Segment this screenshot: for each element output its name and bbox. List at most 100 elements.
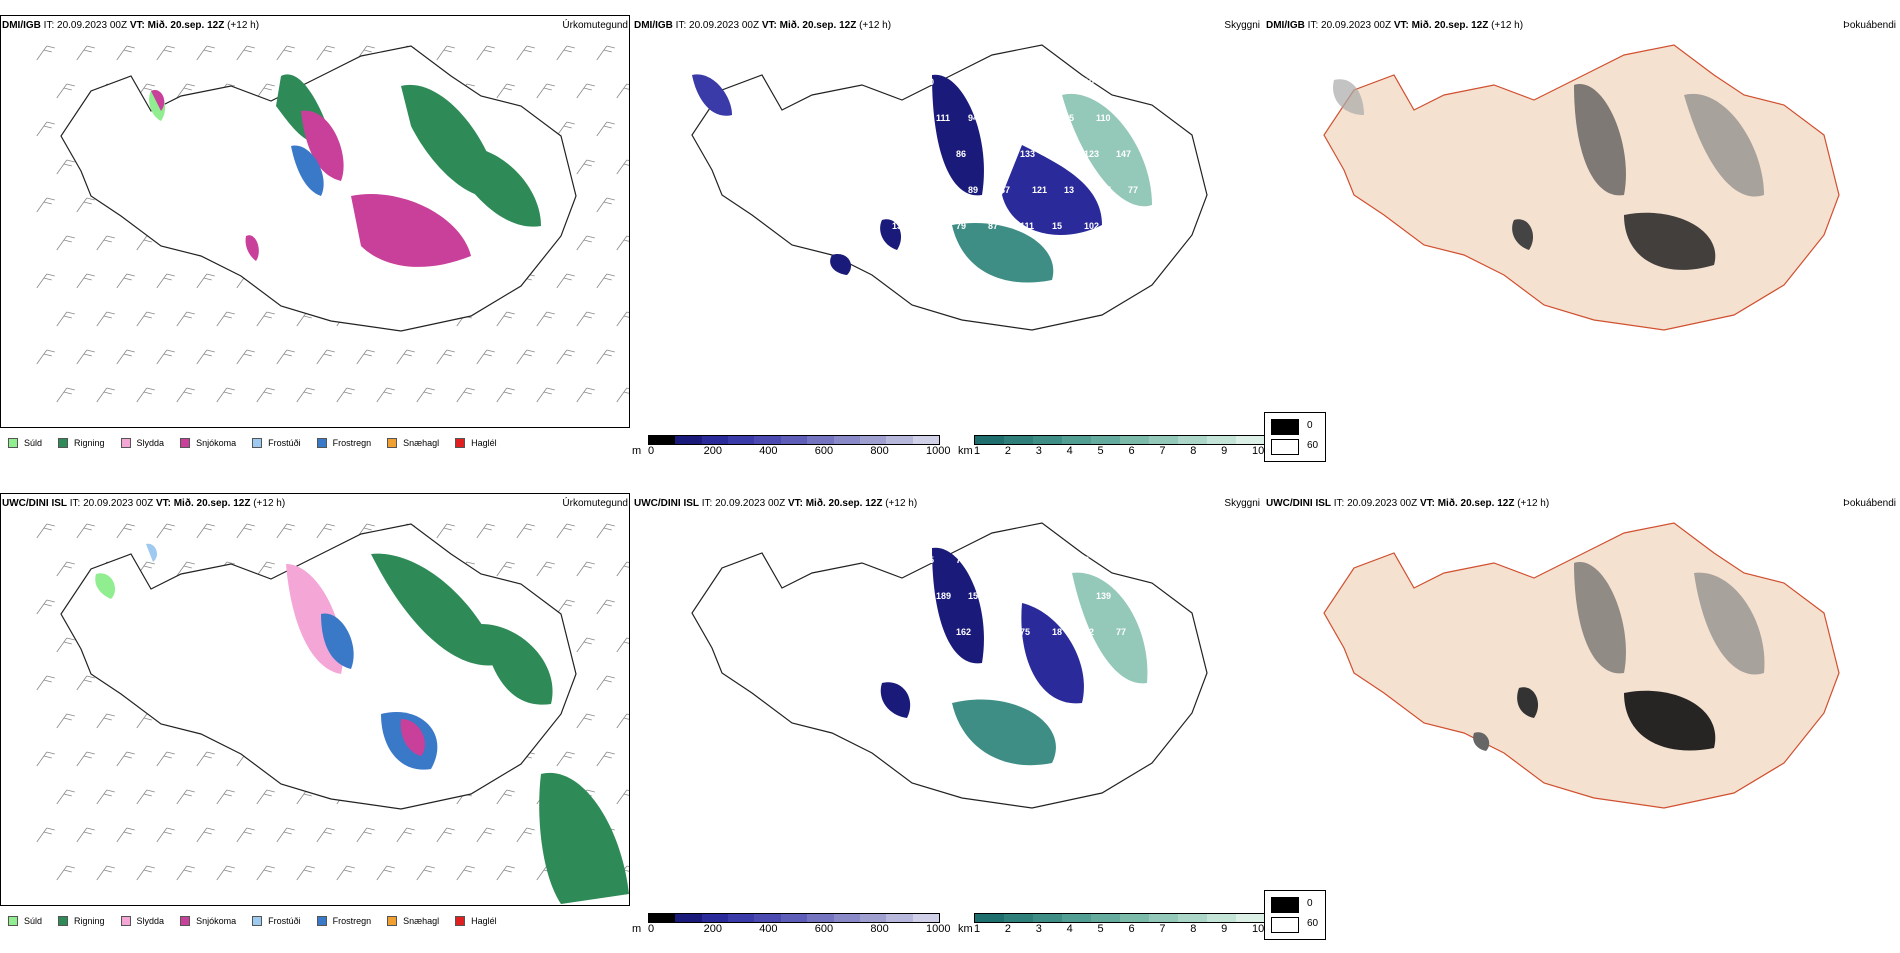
precip-map[interactable] xyxy=(1,494,629,905)
wind-barb xyxy=(96,387,115,403)
lead-time: (+12 h) xyxy=(882,498,918,509)
model-name: UWC/DINI ISL xyxy=(2,498,67,509)
model-name: DMI/IGB xyxy=(2,20,41,31)
panel-label: Úrkomutegund xyxy=(562,20,628,31)
colorbar-cell xyxy=(1120,914,1149,922)
legend-label: Haglél xyxy=(471,438,497,448)
fog-map[interactable] xyxy=(1264,15,1900,445)
fog-legend: 0 60 xyxy=(1264,890,1326,940)
wind-barb xyxy=(76,273,95,289)
valid-time: VT: Mið. 20.sep. 12Z xyxy=(761,20,857,31)
wind-barb xyxy=(576,713,595,729)
colorbar-tick: 8 xyxy=(1190,923,1197,935)
ceiling-value: 133 xyxy=(1020,149,1035,159)
wind-barb xyxy=(616,387,629,403)
wind-barb xyxy=(536,561,555,577)
colorbar-cell xyxy=(807,914,834,922)
fog-panel: UWC/DINI ISL IT: 20.09.2023 00Z VT: Mið.… xyxy=(1264,478,1900,948)
ceiling-value: 12 xyxy=(1020,77,1030,87)
legend-item: Snæhagl xyxy=(387,438,439,448)
panel-label: Þokuábendi xyxy=(1843,20,1896,31)
ceiling-value: 117 xyxy=(936,257,951,267)
legend-swatch xyxy=(252,916,263,926)
colorbar-cell xyxy=(780,436,808,444)
ceiling-value: 77 xyxy=(1128,185,1138,195)
ceiling-value: 82 xyxy=(1064,591,1074,601)
wind-barb xyxy=(316,523,335,539)
colorbar-cell xyxy=(1120,436,1149,444)
wind-barb xyxy=(576,387,595,403)
colorbar-tick: 6 xyxy=(1128,923,1135,935)
wind-barb xyxy=(336,865,355,881)
legend-label: Rigning xyxy=(74,438,105,448)
wind-barb xyxy=(36,121,55,137)
ceiling-areas xyxy=(692,74,1152,283)
wind-barb xyxy=(36,523,55,539)
row-dmi: DMI/IGB IT: 20.09.2023 00Z VT: Mið. 20.s… xyxy=(0,0,1900,475)
ceiling-value: 147 xyxy=(1116,149,1131,159)
colorbar-cell xyxy=(886,436,913,444)
wind-barb xyxy=(156,349,175,365)
wind-barb xyxy=(276,827,295,843)
wind-barb xyxy=(576,637,595,653)
ceiling-value: 156 xyxy=(968,591,983,601)
wind-barb xyxy=(136,387,155,403)
colorbar-unit: m xyxy=(632,445,642,457)
colorbar-cell xyxy=(859,436,887,444)
wind-barb xyxy=(596,599,615,615)
wind-barb xyxy=(276,349,295,365)
wind-barb xyxy=(496,387,515,403)
panel-label: Skyggni xyxy=(1224,498,1260,509)
ceiling-value: 133 xyxy=(892,221,907,231)
ceiling-value: 220 xyxy=(1000,591,1015,601)
ceiling-value: 107 xyxy=(1096,185,1111,195)
wind-barb xyxy=(56,865,75,881)
wind-barb xyxy=(76,45,95,61)
colorbar-tick: 4 xyxy=(1066,923,1073,935)
wind-barb xyxy=(176,387,195,403)
precip-legend: Súld Rigning Slydda Snjókoma Frostúði Frostre… xyxy=(0,906,630,936)
legend-swatch xyxy=(316,438,327,448)
ceiling-map[interactable]: 70 85 7 72 65 90 8 86 15 189 156 220 74 82 139 74 63 60 16… xyxy=(632,493,1262,923)
ceiling-value: 75 xyxy=(1020,627,1030,637)
wind-barb xyxy=(136,789,155,805)
wind-barb xyxy=(196,273,215,289)
wind-barb xyxy=(516,45,535,61)
wind-barb xyxy=(536,83,555,99)
colorbar-cell xyxy=(1149,436,1178,444)
wind-barb xyxy=(96,789,115,805)
ceiling-value: 123 xyxy=(1084,149,1099,159)
colorbar-cell xyxy=(728,436,755,444)
ceiling-value: 98 xyxy=(988,77,998,87)
colorbar-cell xyxy=(807,436,834,444)
wind-barb xyxy=(536,387,555,403)
panel-label: Þokuábendi xyxy=(1843,498,1896,509)
wind-barb xyxy=(56,561,75,577)
wind-barb xyxy=(236,827,255,843)
wind-barb xyxy=(496,561,515,577)
colorbar-cell xyxy=(975,436,1004,444)
wind-barb xyxy=(236,349,255,365)
wind-barb xyxy=(76,827,95,843)
wind-barb xyxy=(196,349,215,365)
wind-barb xyxy=(496,311,515,327)
legend-item: Frostúði xyxy=(252,438,301,448)
colorbar-cell xyxy=(886,914,913,922)
legend-swatch xyxy=(8,916,18,926)
ceiling-value: 72 xyxy=(988,555,998,565)
legend-swatch xyxy=(252,438,263,448)
colorbar-cell xyxy=(780,914,808,922)
colorbar-unit: km xyxy=(958,445,973,457)
precip-map[interactable] xyxy=(1,16,629,427)
fog-map[interactable] xyxy=(1264,493,1900,923)
ceiling-value: 72 xyxy=(936,185,946,195)
legend-label: Snjókoma xyxy=(196,438,237,448)
wind-barb xyxy=(576,235,595,251)
ceiling-value: 121 xyxy=(1032,185,1047,195)
legend-item: Frostregn xyxy=(316,916,371,926)
ceiling-map[interactable]: 60 90 63 98 12 72 10 63 63 111 94 12 89 25 110 88 69 206 8… xyxy=(632,15,1262,445)
map-frame xyxy=(0,15,630,428)
panel-label: Skyggni xyxy=(1224,20,1260,31)
wind-barb xyxy=(136,311,155,327)
wind-barb xyxy=(556,273,575,289)
